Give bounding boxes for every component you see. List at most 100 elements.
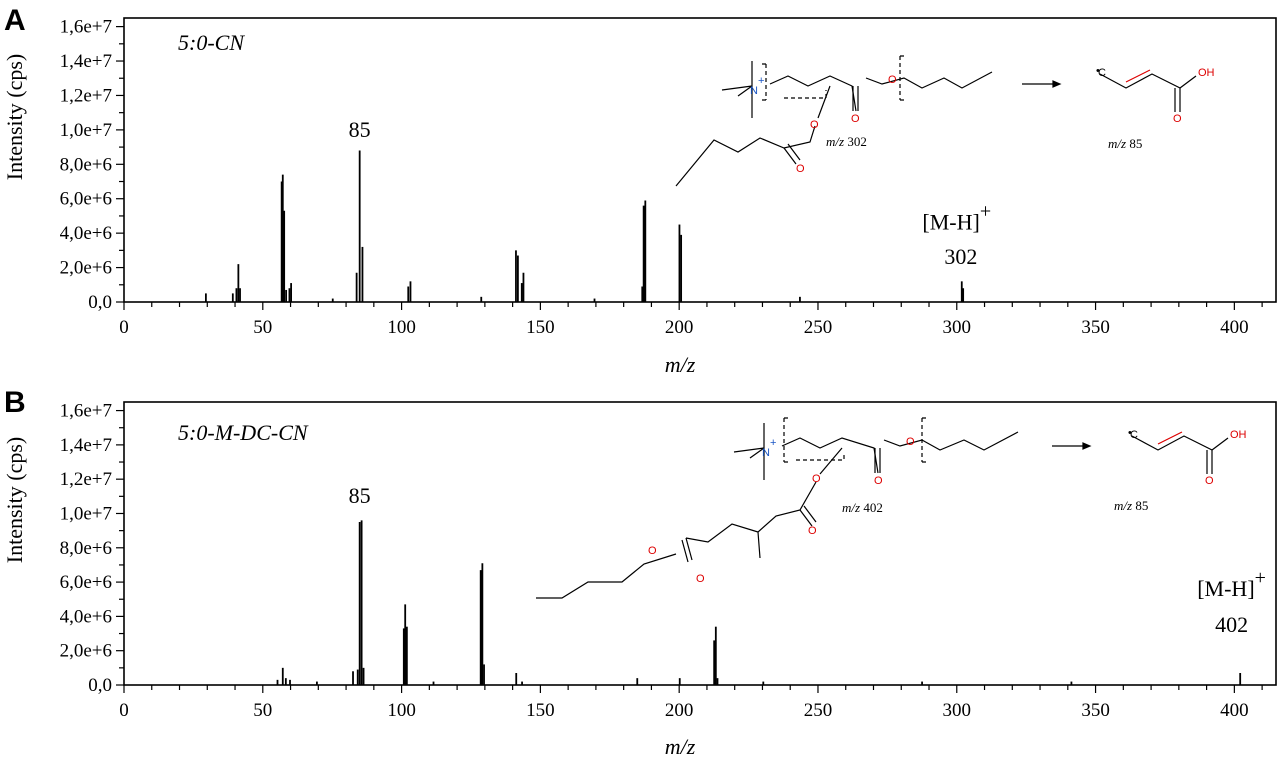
y-tick-label: 2,0e+6 — [60, 258, 112, 279]
structure-fragment: • C OH O m/z 85 — [1114, 427, 1247, 513]
structure-fragment: • C OH O m/z 85 — [1096, 65, 1215, 151]
y-axis-label: Intensity (cps) — [2, 54, 27, 180]
y-tick-label: 8,0e+6 — [60, 154, 112, 175]
atom-o: O — [851, 113, 860, 125]
chart-title: 5:0-M-DC-CN — [178, 420, 309, 445]
mz-parent: 402 — [863, 500, 883, 515]
x-axis-label: m/z — [665, 352, 696, 377]
peaks — [276, 520, 1242, 685]
y-tick-label: 1,4e+7 — [60, 51, 112, 72]
svg-text:m/z 85: m/z 85 — [1108, 136, 1142, 151]
y-axis-label: Intensity (cps) — [2, 437, 27, 563]
x-tick-label: 50 — [253, 317, 272, 338]
radical-dot: • — [1128, 427, 1132, 439]
x-tick-label: 250 — [804, 700, 833, 721]
y-tick-label: 2,0e+6 — [60, 641, 112, 662]
svg-text:m/z 402: m/z 402 — [842, 500, 883, 515]
atom-o: O — [796, 163, 805, 175]
y-tick-label: 0,0 — [88, 292, 112, 313]
y-tick-label: 4,0e+6 — [60, 223, 112, 244]
x-tick-label: 350 — [1081, 700, 1110, 721]
structure-parent: N + O O O O m/z 302 — [675, 55, 993, 187]
y-tick-label: 6,0e+6 — [60, 572, 112, 593]
atom-c: C — [1098, 67, 1106, 79]
x-tick-label: 300 — [943, 317, 972, 338]
x-tick-label: 50 — [253, 700, 272, 721]
plot-frame — [123, 401, 1277, 686]
mz-label: m/z — [842, 500, 860, 515]
x-tick-label: 100 — [387, 700, 416, 721]
atom-o: O — [1205, 475, 1214, 487]
panel-label: B — [4, 386, 26, 419]
panel-label: A — [4, 4, 26, 37]
plot-frame — [123, 17, 1277, 303]
mz-fragment: 85 — [1129, 136, 1142, 151]
atom-o: O — [888, 74, 897, 86]
y-tick-label: 1,0e+7 — [60, 503, 112, 524]
x-tick-label: 400 — [1220, 700, 1249, 721]
peak-label: 85 — [349, 483, 371, 508]
peak-label: 302 — [944, 244, 977, 269]
peak-label: [M-H]+ — [1197, 567, 1266, 601]
svg-text:m/z 85: m/z 85 — [1114, 498, 1148, 513]
mz-label: m/z — [826, 134, 844, 149]
x-tick-label: 150 — [526, 700, 555, 721]
panel-a: A Intensity (cps) m/z 5:0-CN 0 50 100 150 20… — [2, 4, 1277, 377]
atom-o: O — [1173, 113, 1182, 125]
mz-fragment: 85 — [1135, 498, 1148, 513]
annotations: 85 [M-H]+ 402 — [349, 483, 1266, 637]
atom-c: C — [1130, 429, 1138, 441]
x-tick-label: 150 — [526, 317, 555, 338]
atom-o: O — [648, 545, 657, 557]
peak-label: 402 — [1215, 612, 1248, 637]
axes: 0 50 100 150 200 250 300 350 400 0,0 2,0e+6 4,0e+6 6… — [60, 401, 1277, 721]
y-tick-label: 1,4e+7 — [60, 435, 112, 456]
atom-n-charge: + — [758, 75, 764, 87]
y-tick-label: 4,0e+6 — [60, 606, 112, 627]
y-tick-label: 1,2e+7 — [60, 469, 112, 490]
atom-o: O — [810, 119, 819, 131]
x-tick-label: 200 — [665, 317, 694, 338]
atom-oh: OH — [1230, 429, 1247, 441]
annotations: 85 [M-H]+ 302 — [349, 117, 991, 269]
radical-dot: • — [1096, 65, 1100, 77]
structure-parent: N + O O O O O O m/z 402 — [536, 417, 1019, 599]
y-tick-label: 1,6e+7 — [60, 17, 112, 38]
y-tick-label: 1,6e+7 — [60, 401, 112, 422]
atom-oh: OH — [1198, 67, 1215, 79]
y-tick-label: 8,0e+6 — [60, 538, 112, 559]
y-tick-label: 0,0 — [88, 675, 112, 696]
panel-b: B Intensity (cps) m/z 5:0-M-DC-CN 0 50 100… — [2, 386, 1277, 759]
peak-label: [M-H]+ — [922, 201, 991, 235]
y-tick-label: 6,0e+6 — [60, 189, 112, 210]
atom-o: O — [906, 436, 915, 448]
axes: 0 50 100 150 200 250 300 350 400 0,0 2,0e+6 4,0e+6 6… — [60, 17, 1277, 338]
peaks — [204, 150, 965, 302]
atom-n-charge: + — [770, 437, 776, 449]
atom-o: O — [874, 475, 883, 487]
x-tick-label: 250 — [804, 317, 833, 338]
x-axis-label: m/z — [665, 734, 696, 759]
reaction-arrow — [1022, 80, 1062, 88]
atom-o: O — [808, 525, 817, 537]
charge-superscript: + — [980, 201, 991, 223]
svg-text:m/z 302: m/z 302 — [826, 134, 867, 149]
atom-o: O — [696, 573, 705, 585]
y-tick-label: 1,2e+7 — [60, 85, 112, 106]
x-tick-label: 100 — [387, 317, 416, 338]
mz-parent: 302 — [847, 134, 867, 149]
mz-label: m/z — [1114, 498, 1132, 513]
atom-n: N — [762, 447, 770, 459]
chart-title: 5:0-CN — [178, 30, 245, 55]
atom-o: O — [812, 473, 821, 485]
reaction-arrow — [1052, 442, 1092, 450]
x-tick-label: 350 — [1081, 317, 1110, 338]
x-tick-label: 400 — [1220, 317, 1249, 338]
x-tick-label: 300 — [943, 700, 972, 721]
peak-label: 85 — [349, 117, 371, 142]
atom-n: N — [750, 85, 758, 97]
x-tick-label: 0 — [119, 700, 129, 721]
x-tick-label: 0 — [119, 317, 129, 338]
x-tick-label: 200 — [665, 700, 694, 721]
